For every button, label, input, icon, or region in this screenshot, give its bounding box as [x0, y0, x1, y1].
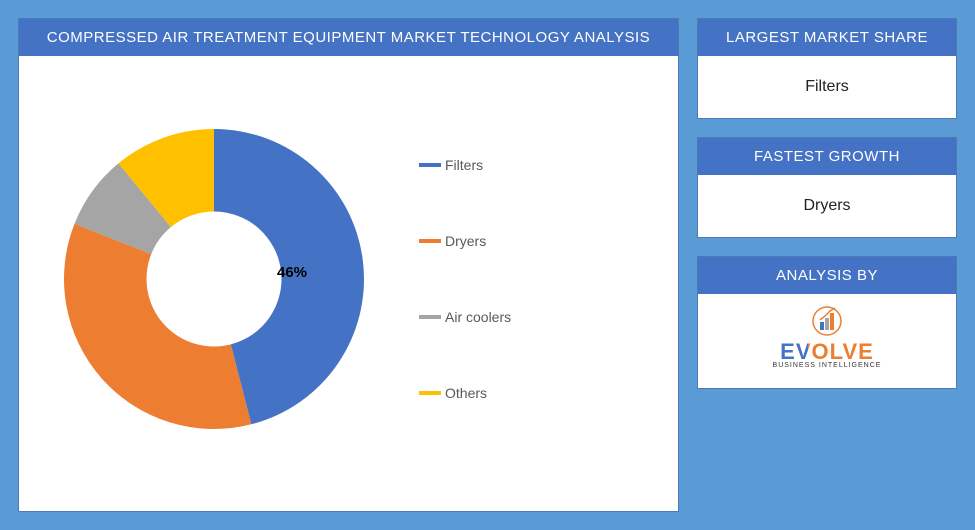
- chart-legend: Filters Dryers Air coolers Others: [419, 157, 511, 401]
- card-largest-market-share: LARGEST MARKET SHARE Filters: [697, 18, 957, 119]
- brand-subtitle: BUSINESS INTELLIGENCE: [773, 362, 882, 369]
- legend-label: Others: [445, 385, 487, 401]
- legend-label: Dryers: [445, 233, 486, 249]
- donut-chart: 46%: [39, 104, 389, 454]
- brand-logo: EVOLVE BUSINESS INTELLIGENCE: [698, 294, 956, 388]
- legend-swatch: [419, 163, 441, 167]
- legend-item-filters: Filters: [419, 157, 511, 173]
- donut-slice-dryers: [64, 223, 251, 428]
- card-value: Dryers: [698, 175, 956, 237]
- legend-item-others: Others: [419, 385, 511, 401]
- chart-panel: COMPRESSED AIR TREATMENT EQUIPMENT MARKE…: [18, 18, 679, 512]
- chart-body: 46% Filters Dryers Air coolers Others: [19, 56, 678, 511]
- card-value: Filters: [698, 56, 956, 118]
- legend-item-air-coolers: Air coolers: [419, 309, 511, 325]
- card-fastest-growth: FASTEST GROWTH Dryers: [697, 137, 957, 238]
- legend-label: Air coolers: [445, 309, 511, 325]
- side-column: LARGEST MARKET SHARE Filters FASTEST GRO…: [697, 18, 957, 512]
- legend-swatch: [419, 239, 441, 243]
- donut-svg: [39, 104, 389, 454]
- legend-swatch: [419, 391, 441, 395]
- legend-label: Filters: [445, 157, 483, 173]
- card-analysis-by: ANALYSIS BY EVOLVE BUSINESS INTELLIGENCE: [697, 256, 957, 389]
- chart-title: COMPRESSED AIR TREATMENT EQUIPMENT MARKE…: [19, 19, 678, 56]
- donut-callout-label: 46%: [277, 264, 307, 281]
- card-header: LARGEST MARKET SHARE: [698, 19, 956, 56]
- card-header: FASTEST GROWTH: [698, 138, 956, 175]
- brand-name: EVOLVE: [780, 339, 874, 364]
- legend-item-dryers: Dryers: [419, 233, 511, 249]
- legend-swatch: [419, 315, 441, 319]
- logo-bars-icon: [812, 306, 842, 341]
- card-header: ANALYSIS BY: [698, 257, 956, 294]
